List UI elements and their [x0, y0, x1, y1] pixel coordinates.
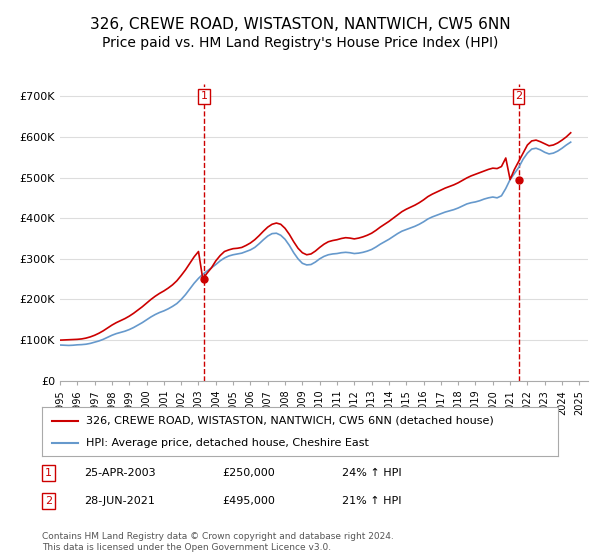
- Text: 28-JUN-2021: 28-JUN-2021: [84, 496, 155, 506]
- Text: 25-APR-2003: 25-APR-2003: [84, 468, 155, 478]
- Text: 2: 2: [515, 91, 522, 101]
- Text: 1: 1: [200, 91, 208, 101]
- Text: Contains HM Land Registry data © Crown copyright and database right 2024.
This d: Contains HM Land Registry data © Crown c…: [42, 532, 394, 552]
- Text: £250,000: £250,000: [222, 468, 275, 478]
- Text: 2: 2: [45, 496, 52, 506]
- Text: HPI: Average price, detached house, Cheshire East: HPI: Average price, detached house, Ches…: [86, 437, 369, 447]
- Text: Price paid vs. HM Land Registry's House Price Index (HPI): Price paid vs. HM Land Registry's House …: [102, 36, 498, 50]
- Text: 326, CREWE ROAD, WISTASTON, NANTWICH, CW5 6NN: 326, CREWE ROAD, WISTASTON, NANTWICH, CW…: [89, 17, 511, 32]
- Text: 21% ↑ HPI: 21% ↑ HPI: [342, 496, 401, 506]
- Text: 24% ↑ HPI: 24% ↑ HPI: [342, 468, 401, 478]
- Text: 326, CREWE ROAD, WISTASTON, NANTWICH, CW5 6NN (detached house): 326, CREWE ROAD, WISTASTON, NANTWICH, CW…: [86, 416, 494, 426]
- Text: £495,000: £495,000: [222, 496, 275, 506]
- Text: 1: 1: [45, 468, 52, 478]
